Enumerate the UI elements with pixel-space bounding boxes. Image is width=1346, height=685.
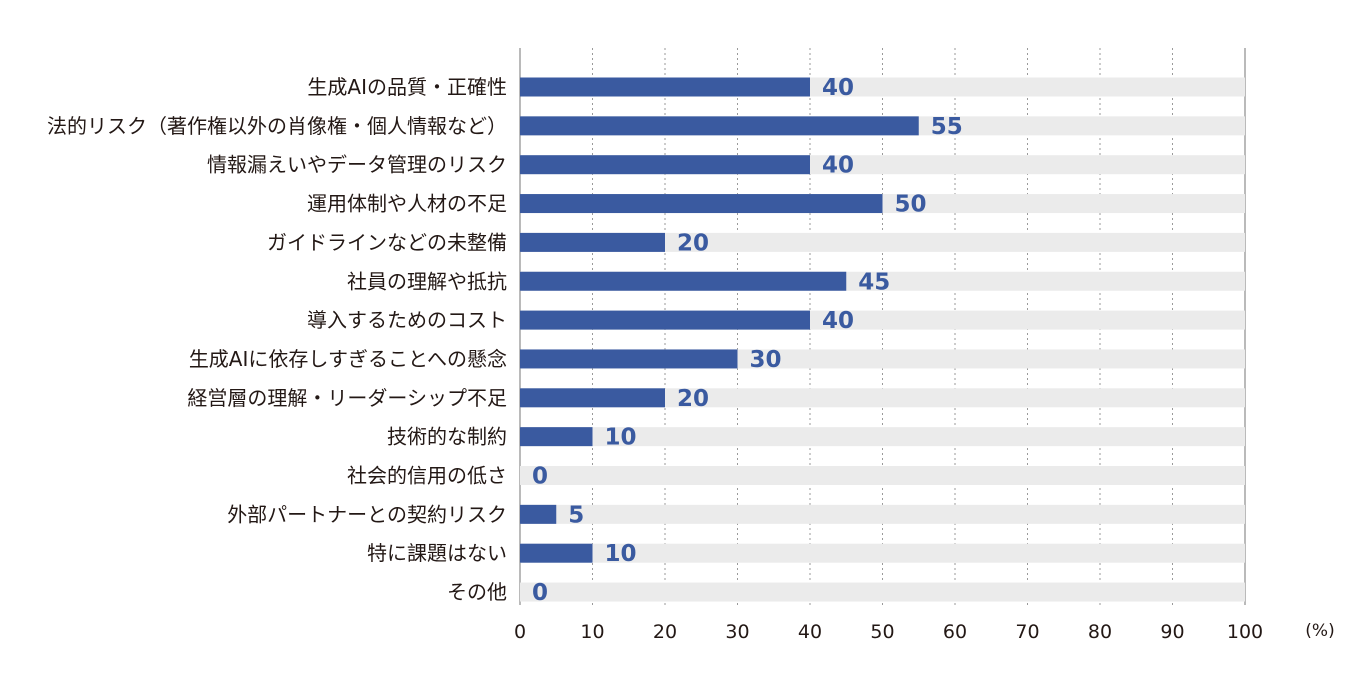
bar xyxy=(520,77,810,97)
value-label: 40 xyxy=(822,308,854,334)
x-tick-label: 90 xyxy=(1160,621,1184,643)
bar-track xyxy=(520,504,1245,524)
category-label: その他 xyxy=(447,580,507,604)
bar-track xyxy=(520,543,1245,563)
category-label: 技術的な制約 xyxy=(387,425,507,449)
x-axis-ticks: 0 10 20 30 40 50 60 70 80 90 100 xyxy=(514,621,1263,643)
category-label: 運用体制や人材の不足 xyxy=(307,192,507,216)
x-tick-label: 50 xyxy=(870,621,894,643)
x-tick-label: 0 xyxy=(514,621,526,643)
category-label: 経営層の理解・リーダーシップ不足 xyxy=(187,386,507,410)
bar xyxy=(520,271,847,291)
value-label: 50 xyxy=(895,192,927,218)
category-label: 生成AIに依存しすぎることへの懸念 xyxy=(189,347,507,371)
x-axis-unit-label: (%) xyxy=(1305,621,1334,641)
value-label: 5 xyxy=(568,502,584,528)
value-label: 55 xyxy=(931,114,963,140)
category-label: 外部パートナーとの契約リスク xyxy=(227,502,507,526)
bar xyxy=(520,116,919,136)
bar xyxy=(520,349,738,369)
bar-track xyxy=(520,466,1245,485)
category-label: 社員の理解や抵抗 xyxy=(347,269,507,293)
bar-track xyxy=(520,582,1245,602)
bar-track xyxy=(520,232,1245,252)
value-label: 0 xyxy=(532,464,548,490)
bar xyxy=(520,543,593,563)
x-tick-label: 40 xyxy=(798,621,822,643)
bar xyxy=(520,388,665,408)
x-tick-label: 20 xyxy=(653,621,677,643)
value-label: 30 xyxy=(750,347,782,373)
x-tick-label: 10 xyxy=(580,621,604,643)
category-label: 情報漏えいやデータ管理のリスク xyxy=(207,153,507,177)
value-label: 40 xyxy=(822,75,854,101)
value-label: 0 xyxy=(532,580,548,606)
x-tick-label: 100 xyxy=(1227,621,1263,643)
x-tick-label: 30 xyxy=(725,621,749,643)
bar xyxy=(520,310,810,330)
x-tick-label: 60 xyxy=(943,621,967,643)
bar xyxy=(520,504,557,524)
category-label: 法的リスク（著作権以外の肖像権・個人情報など） xyxy=(47,114,507,138)
value-label: 10 xyxy=(605,541,637,567)
value-label: 45 xyxy=(858,269,890,295)
bar xyxy=(520,155,810,175)
category-label: 導入するためのコスト xyxy=(307,308,507,332)
bar-track xyxy=(520,388,1245,408)
category-label: 社会的信用の低さ xyxy=(347,464,507,488)
value-label: 40 xyxy=(822,153,854,179)
category-label: ガイドラインなどの未整備 xyxy=(267,230,507,254)
bar-track xyxy=(520,427,1245,447)
x-tick-label: 80 xyxy=(1088,621,1112,643)
bars xyxy=(520,77,919,563)
value-label: 20 xyxy=(677,386,709,412)
value-label: 20 xyxy=(677,230,709,256)
x-tick-label: 70 xyxy=(1015,621,1039,643)
bar xyxy=(520,232,665,252)
category-label: 特に課題はない xyxy=(367,541,507,565)
bar xyxy=(520,194,883,214)
bar xyxy=(520,427,593,447)
value-label: 10 xyxy=(605,425,637,451)
category-label: 生成AIの品質・正確性 xyxy=(307,75,507,99)
